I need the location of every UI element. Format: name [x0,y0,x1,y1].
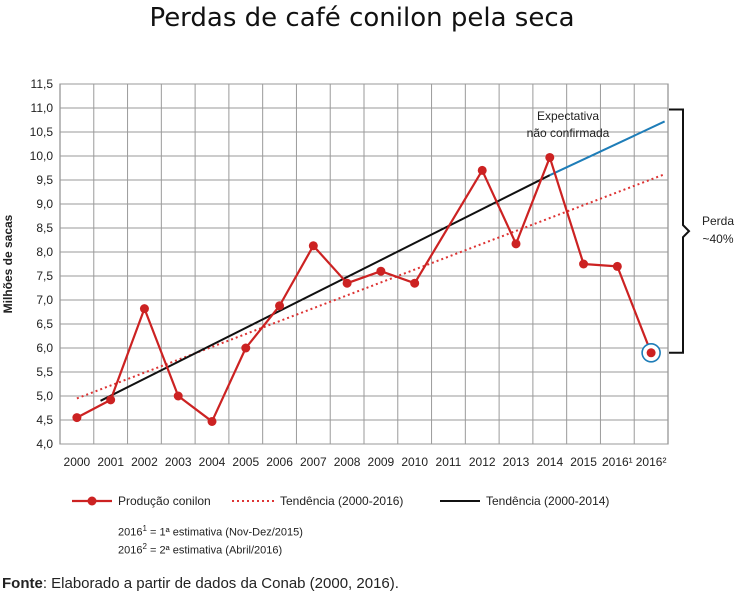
y-tick-label: 6,5 [36,317,53,331]
production-point [376,266,386,276]
production-point [308,241,318,251]
production-point [545,152,555,162]
y-tick-label: 9,0 [36,197,53,211]
y-tick-label: 7,5 [36,269,53,283]
production-point [579,259,589,269]
annotations: Expectativa não confirmada Perda ~40% [527,108,734,354]
production-point [511,239,521,249]
trend-line-2000-2014 [100,174,551,402]
y-tick-label: 8,5 [36,221,53,235]
footnote-2: 20162 = 2ª estimativa (Abril/2016) [118,542,283,557]
x-axis-ticks: 2000 2001 2002 2003 2004 2005 2006 2007 2008 2009… [64,455,667,469]
plot-grid [59,83,669,445]
y-tick-label: 10,5 [30,125,54,139]
y-tick-label: 6,0 [36,341,53,355]
x-tick-label: 2015 [570,455,597,469]
production-point [139,304,149,314]
x-tick-label: 2009 [368,455,395,469]
expectation-line [549,120,666,177]
expectation-label-line2: não confirmada [527,126,610,140]
footnote-1: 20161 = 1ª estimativa (Nov-Dez/2015) [118,524,303,539]
y-tick-label: 11,0 [31,101,54,115]
y-tick-label: 4,5 [36,413,53,427]
x-tick-label: 2006 [266,455,293,469]
x-tick-label: 2014 [536,455,563,469]
production-point [477,165,487,175]
y-axis-label: Milhões de sacas [1,214,15,313]
y-tick-label: 4,0 [36,437,53,451]
x-tick-label: 2007 [300,455,327,469]
x-tick-label: 2004 [199,455,226,469]
series-points [72,152,661,426]
x-tick-label: 2005 [232,455,259,469]
y-tick-label: 9,5 [36,173,53,187]
x-tick-label: 2016¹ [602,455,633,469]
production-point [275,301,285,311]
production-point [612,261,622,271]
y-tick-label: 5,5 [36,365,53,379]
source-note: Fonte: Elaborado a partir de dados da Co… [2,575,399,592]
expectation-label-line1: Expectativa [537,109,599,123]
y-tick-label: 5,0 [36,389,53,403]
production-point [646,348,656,358]
x-tick-label: 2002 [131,455,158,469]
y-axis-ticks: 4,0 4,5 5,0 5,5 6,0 6,5 7,0 7,5 8,0 8,5 9,0 9,5 10,0… [30,77,54,451]
x-tick-label: 2011 [436,455,462,469]
production-point [173,391,183,401]
production-point [241,343,251,353]
loss-bracket [669,108,691,354]
production-point [410,278,420,288]
legend-label-production: Produção conilon [118,494,211,508]
production-point [106,395,116,405]
production-point [207,416,217,426]
x-tick-label: 2003 [165,455,192,469]
production-point [342,278,352,288]
legend-label-trend-2016: Tendência (2000-2016) [280,494,403,508]
y-tick-label: 11,5 [31,77,54,91]
x-tick-label: 2001 [97,455,124,469]
x-tick-label: 2010 [401,455,428,469]
loss-label-line2: ~40% [702,232,733,246]
series-lines [76,120,666,423]
x-tick-label: 2012 [469,455,496,469]
legend-marker-production [87,496,97,506]
loss-label-line1: Perda [702,214,734,228]
y-tick-label: 7,0 [36,293,53,307]
production-point [72,413,82,423]
x-tick-label: 2016² [636,455,667,469]
y-tick-label: 10,0 [30,149,54,163]
chart-title: Perdas de café conilon pela seca [149,3,574,33]
x-tick-label: 2000 [64,455,91,469]
legend-label-trend-2014: Tendência (2000-2014) [486,494,609,508]
y-tick-label: 8,0 [36,245,53,259]
legend: Produção conilon Tendência (2000-2016) Ten… [72,494,609,508]
x-tick-label: 2008 [334,455,361,469]
x-tick-label: 2013 [503,455,530,469]
